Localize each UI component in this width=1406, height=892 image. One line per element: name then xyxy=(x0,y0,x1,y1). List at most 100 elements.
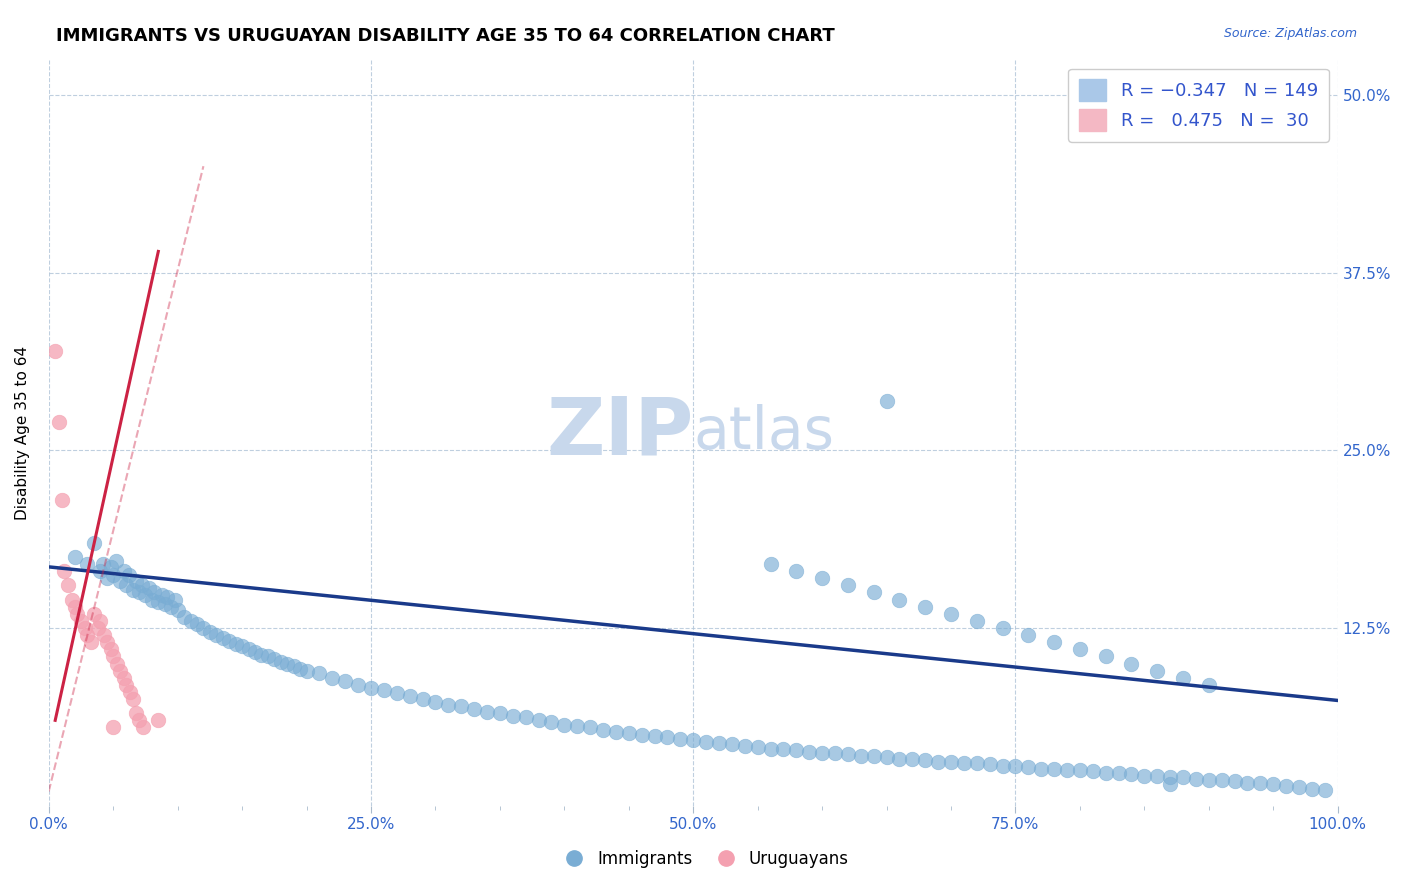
Point xyxy=(121,692,143,706)
Point xyxy=(489,706,512,721)
Point xyxy=(1223,774,1246,789)
Point xyxy=(108,574,131,588)
Point xyxy=(966,614,988,628)
Point xyxy=(276,657,298,671)
Point xyxy=(218,633,240,648)
Point xyxy=(1159,117,1181,131)
Point xyxy=(837,578,859,592)
Point xyxy=(1081,764,1104,779)
Point xyxy=(103,649,125,664)
Point xyxy=(837,747,859,762)
Point xyxy=(617,726,640,740)
Point xyxy=(1121,657,1143,671)
Point xyxy=(1031,762,1053,776)
Point xyxy=(87,621,110,635)
Point xyxy=(83,535,105,549)
Point xyxy=(53,564,76,578)
Point xyxy=(437,698,460,712)
Point xyxy=(1094,649,1116,664)
Point xyxy=(132,721,155,735)
Point xyxy=(759,557,782,571)
Point xyxy=(1146,769,1168,783)
Point xyxy=(901,752,924,766)
Point xyxy=(148,595,170,609)
Point xyxy=(695,734,717,748)
Point xyxy=(605,724,627,739)
Point xyxy=(876,750,898,764)
Point xyxy=(876,393,898,408)
Point xyxy=(927,755,949,769)
Point xyxy=(734,739,756,753)
Point xyxy=(540,714,562,729)
Point xyxy=(1275,779,1298,793)
Point xyxy=(128,585,150,599)
Point xyxy=(108,664,131,678)
Point xyxy=(153,597,176,611)
Point xyxy=(1056,763,1078,777)
Point xyxy=(953,756,976,770)
Point xyxy=(165,592,187,607)
Legend: Immigrants, Uruguayans: Immigrants, Uruguayans xyxy=(550,844,856,875)
Text: ZIP: ZIP xyxy=(546,393,693,472)
Point xyxy=(148,714,170,728)
Point xyxy=(1249,776,1271,790)
Point xyxy=(250,648,273,662)
Point xyxy=(134,588,156,602)
Point xyxy=(1043,635,1066,649)
Point xyxy=(759,741,782,756)
Point xyxy=(104,554,127,568)
Point xyxy=(51,493,73,508)
Point xyxy=(991,621,1014,635)
Point xyxy=(862,748,884,763)
Point xyxy=(1198,678,1220,692)
Point xyxy=(682,733,704,747)
Point xyxy=(103,721,125,735)
Point xyxy=(630,727,652,741)
Point xyxy=(939,607,962,621)
Point xyxy=(1171,671,1194,685)
Point xyxy=(1159,777,1181,791)
Point xyxy=(644,729,666,743)
Point xyxy=(1159,770,1181,784)
Point xyxy=(811,746,834,760)
Point xyxy=(48,415,70,429)
Point xyxy=(321,671,343,685)
Point xyxy=(141,592,163,607)
Point xyxy=(979,757,1001,772)
Point xyxy=(238,642,260,657)
Point xyxy=(60,592,83,607)
Point xyxy=(156,590,179,604)
Point xyxy=(1185,772,1208,786)
Point xyxy=(112,671,135,685)
Point xyxy=(166,602,188,616)
Point xyxy=(128,714,150,728)
Point xyxy=(385,686,408,700)
Point xyxy=(283,659,305,673)
Point xyxy=(70,614,93,628)
Point xyxy=(125,706,148,721)
Point xyxy=(63,549,86,564)
Point xyxy=(138,581,160,595)
Point xyxy=(785,743,807,757)
Point xyxy=(669,731,692,746)
Point xyxy=(1288,780,1310,794)
Point xyxy=(1171,770,1194,784)
Point xyxy=(991,759,1014,773)
Point xyxy=(118,568,141,582)
Point xyxy=(1313,783,1336,797)
Point xyxy=(121,582,143,597)
Point xyxy=(1004,759,1026,773)
Point xyxy=(56,578,79,592)
Point xyxy=(205,628,228,642)
Point xyxy=(295,664,318,678)
Point xyxy=(657,731,679,745)
Point xyxy=(103,568,125,582)
Point xyxy=(263,652,285,666)
Point xyxy=(450,699,472,714)
Point xyxy=(1236,776,1258,790)
Point xyxy=(811,571,834,585)
Point xyxy=(707,736,730,750)
Point xyxy=(66,607,89,621)
Text: Source: ZipAtlas.com: Source: ZipAtlas.com xyxy=(1223,27,1357,40)
Point xyxy=(1263,777,1285,791)
